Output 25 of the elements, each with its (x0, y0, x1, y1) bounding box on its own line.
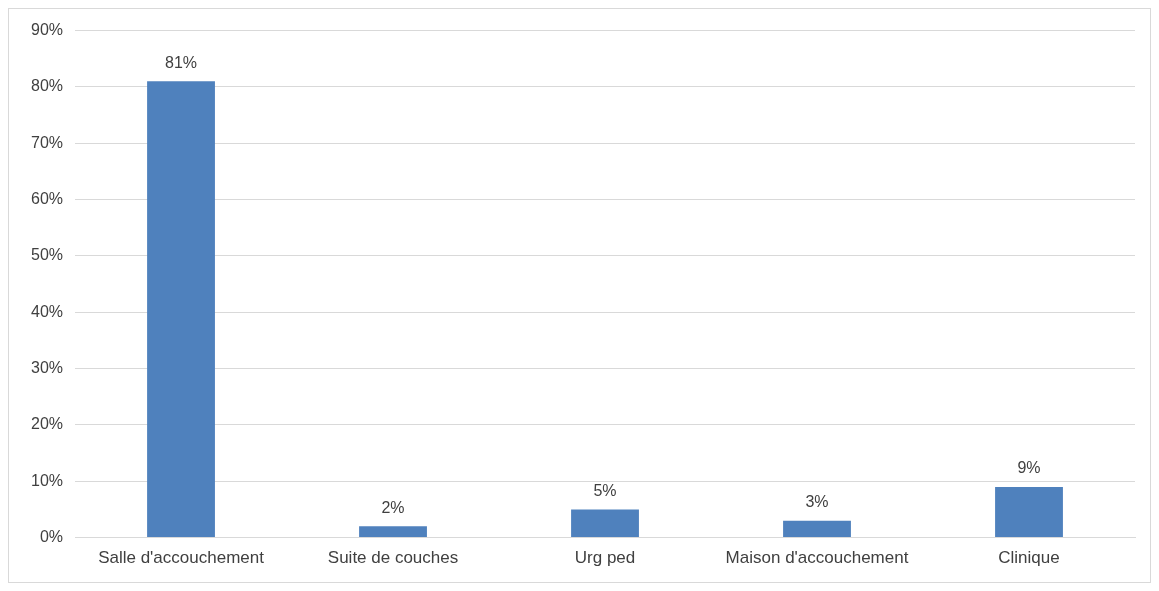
y-tick-label: 90% (30, 21, 64, 39)
x-tick-label: Urg ped (574, 548, 636, 568)
data-label: 3% (805, 493, 829, 511)
bar (359, 526, 427, 538)
x-tick-label: Maison d'accouchement (725, 548, 909, 568)
bar (783, 520, 851, 538)
x-tick-label: Clinique (998, 548, 1060, 568)
y-tick-label: 60% (30, 190, 64, 208)
data-label: 81% (165, 53, 198, 71)
x-tick-label: Suite de couches (327, 548, 459, 568)
data-label: 2% (381, 498, 405, 516)
y-tick-label: 0% (39, 528, 64, 546)
y-tick-label: 80% (30, 77, 64, 95)
y-tick-label: 70% (30, 133, 64, 151)
bar (147, 81, 215, 538)
bar (571, 509, 639, 538)
data-label: 5% (593, 481, 617, 499)
bar (995, 486, 1063, 538)
y-tick-label: 10% (30, 471, 64, 489)
y-tick-label: 20% (30, 415, 64, 433)
y-tick-label: 30% (30, 359, 64, 377)
y-tick-label: 50% (30, 246, 64, 264)
data-label: 9% (1017, 459, 1041, 477)
x-tick-label: Salle d'accouchement (98, 548, 265, 568)
y-tick-label: 40% (30, 302, 64, 320)
